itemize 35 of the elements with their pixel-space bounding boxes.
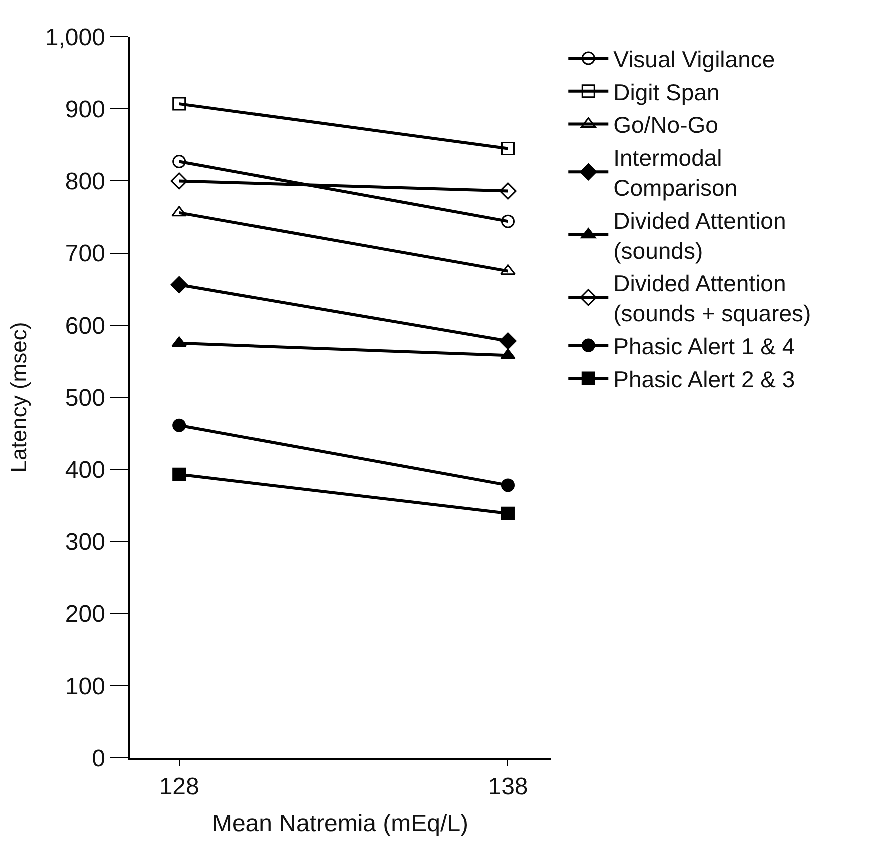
point <box>170 172 188 190</box>
point <box>172 468 186 482</box>
legend-label: Digit Span <box>614 79 720 106</box>
y-tick-label: 400 <box>65 457 106 484</box>
point <box>170 276 188 294</box>
legend-label: Phasic Alert 2 & 3 <box>614 366 796 392</box>
y-axis-title: Latency (msec) <box>6 322 32 473</box>
y-tick-label: 700 <box>65 240 106 268</box>
point <box>500 182 517 200</box>
y-tick-label: 100 <box>65 673 106 700</box>
y-tick-label: 0 <box>92 745 106 772</box>
legend-label: Visual Vigilance <box>614 46 776 72</box>
legend-label: Phasic Alert 1 & 4 <box>614 334 796 360</box>
point <box>501 506 515 520</box>
y-tick-label: 200 <box>65 601 106 628</box>
y-tick-label: 800 <box>65 168 106 196</box>
point <box>172 154 186 168</box>
y-tick-label: 1,000 <box>45 24 106 52</box>
x-tick-label: 138 <box>488 774 528 801</box>
legend-label: Divided Attention (sounds) <box>614 208 786 264</box>
legend-label: Intermodal Comparison <box>614 145 738 202</box>
legend-label: Divided Attention (sounds + squares) <box>614 270 812 327</box>
point <box>501 142 515 156</box>
point <box>172 97 186 111</box>
y-tick-label: 500 <box>65 384 106 412</box>
y-tick-label: 300 <box>65 529 106 556</box>
point <box>501 478 515 492</box>
point <box>172 418 186 432</box>
y-tick-label: 600 <box>65 312 106 340</box>
point <box>500 332 517 350</box>
x-axis-title: Mean Natremia (mEq/L) <box>212 810 469 838</box>
point <box>501 214 515 228</box>
legend-label: Go/No-Go <box>614 112 718 138</box>
y-tick-label: 900 <box>65 96 106 124</box>
x-tick-label: 128 <box>159 774 200 801</box>
